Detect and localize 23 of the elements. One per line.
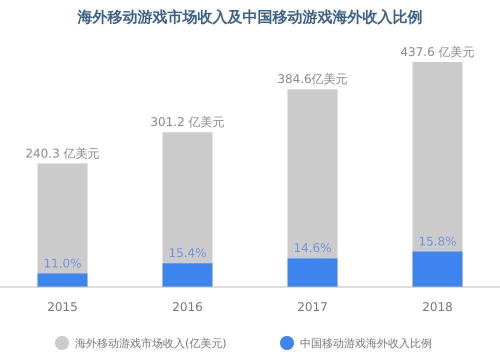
annotation: 437.6 亿美元 [400, 45, 475, 59]
bar [412, 62, 462, 252]
annotation: 15.8% [418, 234, 457, 248]
bar [288, 258, 338, 287]
bar [412, 251, 462, 287]
annotation: 240.3 亿美元 [25, 146, 100, 160]
x-tick-label: 2018 [422, 300, 453, 314]
bar [288, 89, 338, 258]
x-tick-label: 2015 [47, 300, 78, 314]
bar [38, 274, 88, 287]
legend-label: 中国移动游戏海外收入比例 [300, 337, 432, 350]
legend-label: 海外移动游戏市场收入(亿美元) [75, 337, 227, 350]
annotation: 11.0% [43, 256, 82, 270]
bar [38, 163, 88, 274]
x-tick-label: 2016 [172, 300, 203, 314]
annotation: 14.6% [293, 241, 332, 256]
chart-title: 海外移动游戏市场收入及中国移动游戏海外收入比例 [76, 8, 422, 26]
annotation: 384.6亿美元 [277, 72, 348, 86]
bar [162, 263, 212, 287]
x-tick-label: 2017 [297, 300, 328, 314]
bar [162, 132, 212, 264]
annotation: 301.2 亿美元 [150, 115, 225, 130]
annotation: 15.4% [168, 246, 207, 260]
